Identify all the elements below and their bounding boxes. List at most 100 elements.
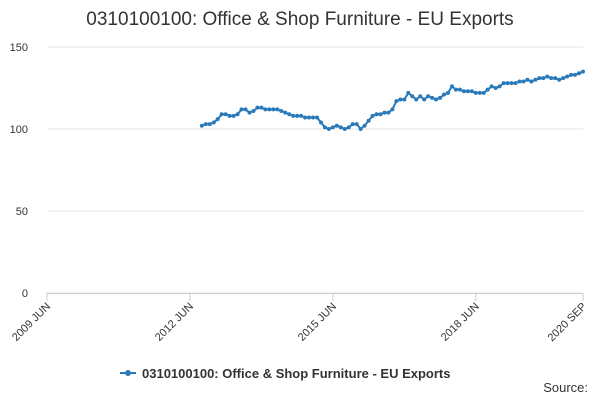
point: [406, 90, 411, 95]
point: [291, 113, 296, 118]
point: [501, 81, 506, 86]
point: [303, 115, 308, 120]
y-tick-label: 100: [10, 124, 28, 136]
point: [299, 113, 304, 118]
point: [390, 107, 395, 112]
point: [199, 123, 204, 128]
point: [461, 89, 466, 94]
point: [485, 87, 490, 92]
point: [573, 72, 578, 77]
point: [370, 113, 375, 118]
point: [410, 94, 415, 99]
point: [207, 122, 212, 127]
point: [430, 95, 435, 100]
x-tick-label: 2009 JUN: [10, 301, 53, 344]
point: [473, 90, 478, 95]
point: [203, 122, 208, 127]
point: [215, 117, 220, 122]
point: [271, 107, 276, 112]
point: [311, 115, 316, 120]
point: [513, 81, 518, 86]
point: [287, 112, 292, 117]
y-tick-label: 50: [16, 206, 28, 218]
point: [438, 95, 443, 100]
point: [386, 110, 391, 115]
point: [577, 71, 582, 76]
point: [453, 87, 458, 92]
point: [318, 120, 323, 125]
point: [394, 99, 399, 104]
point: [334, 123, 339, 128]
point: [382, 110, 387, 115]
point: [581, 69, 585, 74]
point: [259, 105, 264, 110]
point: [378, 112, 383, 117]
legend-label: 0310100100: Office & Shop Furniture - EU…: [142, 366, 450, 381]
point: [493, 86, 498, 90]
point: [569, 72, 574, 77]
point: [374, 112, 379, 117]
point: [239, 107, 244, 112]
point: [414, 97, 419, 102]
point: [211, 120, 216, 125]
point: [350, 122, 355, 127]
point: [279, 108, 284, 113]
point: [525, 77, 530, 82]
point: [307, 115, 312, 120]
point: [545, 74, 550, 79]
point: [509, 81, 514, 86]
chart-title: 0310100100: Office & Shop Furniture - EU…: [86, 9, 513, 30]
point: [326, 127, 331, 131]
point: [418, 94, 423, 99]
point: [366, 118, 371, 123]
x-tick-label: 2018 JUN: [439, 301, 482, 344]
point: [477, 90, 482, 95]
point: [247, 110, 252, 115]
point: [398, 97, 403, 102]
x-tick-label: 2015 JUN: [296, 301, 339, 344]
point: [449, 84, 454, 89]
point: [227, 113, 232, 118]
point: [505, 81, 510, 86]
point: [434, 97, 439, 102]
point: [235, 112, 240, 117]
point: [255, 105, 260, 110]
point: [330, 125, 335, 130]
source: Source:: [543, 380, 588, 395]
point: [561, 76, 566, 81]
point: [529, 79, 534, 84]
y-tick-label: 150: [10, 42, 28, 54]
point: [346, 125, 351, 130]
point: [446, 90, 451, 95]
point: [251, 108, 256, 113]
x-tick-label: 2020 SEP: [546, 301, 590, 345]
point: [267, 107, 272, 112]
point: [489, 84, 494, 89]
point: [243, 107, 248, 112]
legend-marker: [125, 370, 131, 376]
point: [223, 112, 228, 117]
point: [541, 76, 546, 81]
y-tick-label: 0: [22, 288, 28, 300]
point: [322, 125, 327, 130]
point: [465, 89, 470, 94]
point: [517, 79, 522, 84]
point: [521, 79, 526, 84]
point: [422, 97, 427, 102]
point: [314, 115, 319, 120]
point: [354, 122, 359, 127]
point: [295, 113, 300, 118]
point: [497, 84, 502, 89]
point: [426, 94, 431, 99]
point: [283, 110, 288, 115]
point: [553, 76, 558, 81]
point: [442, 92, 447, 97]
point: [533, 77, 538, 82]
point: [549, 76, 554, 81]
point: [457, 87, 462, 92]
point: [402, 97, 407, 102]
point: [231, 113, 236, 118]
point: [362, 123, 367, 128]
point: [481, 90, 486, 95]
